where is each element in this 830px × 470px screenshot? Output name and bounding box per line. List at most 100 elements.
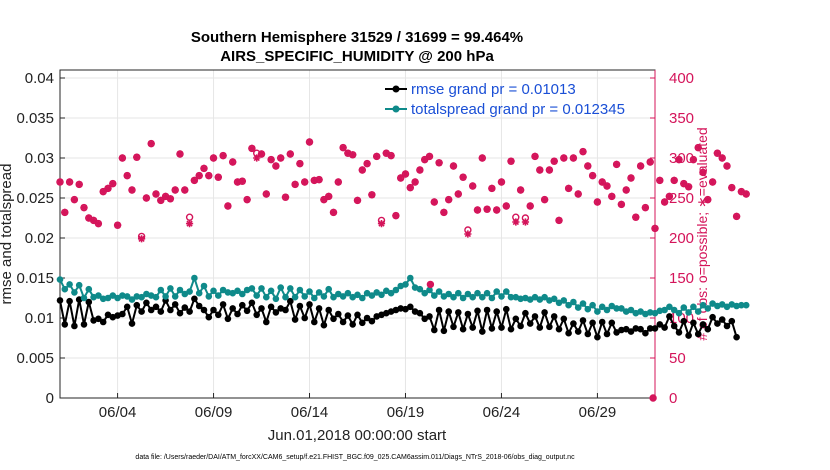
obs-evaluated-point [296,160,304,168]
series-point [152,293,160,301]
series-point [71,322,78,330]
obs-evaluated-point [358,166,366,174]
series-rmse [56,295,740,341]
obs-evaluated-point [325,192,333,200]
series-point [522,309,529,317]
series-point [325,306,333,314]
series-point [603,330,611,338]
obs-evaluated-point [411,178,419,186]
obs-evaluated-point [613,160,621,168]
series-point [675,329,683,336]
series-point [733,333,740,341]
series-point [359,294,366,302]
series-point [603,306,611,314]
series-point [714,320,721,327]
left-axis-label: rmse and totalspread [0,164,15,305]
obs-evaluated-point [377,220,386,228]
series-point [267,303,275,311]
series-point [421,289,429,297]
series-point [378,291,385,299]
series-point [718,316,726,323]
left-tick-label: 0.03 [25,150,54,167]
series-point [550,313,558,320]
obs-evaluated-point [56,178,64,186]
series-point [224,315,232,323]
obs-evaluated-point [469,182,477,190]
obs-evaluated-point [718,154,726,162]
obs-evaluated-point [99,188,107,196]
obs-evaluated-point [387,152,395,160]
obs-evaluated-point [147,140,155,148]
right-tick-label: 200 [669,230,694,247]
series-point [445,308,453,315]
obs-evaluated-point [329,208,338,216]
obs-evaluated-point [214,173,222,181]
obs-evaluated-point [656,176,664,184]
obs-evaluated-point [637,162,645,170]
obs-evaluated-point [579,148,587,156]
series-point [195,289,203,297]
obs-evaluated-point [209,154,218,162]
obs-evaluated-point [473,206,482,214]
series-point [742,301,750,309]
series-point [479,293,486,301]
series-point [536,324,544,331]
series-point [680,304,688,311]
obs-evaluated-point [224,202,232,210]
series-point [574,328,582,335]
series-point [479,328,486,335]
obs-evaluated-point [684,183,693,191]
obs-evaluated-point [229,158,237,166]
obs-evaluated-point [334,178,342,186]
obs-evaluated-point [349,151,357,159]
right-tick-label: 0 [669,390,677,407]
series-point [200,282,208,290]
obs-evaluated-point [243,196,251,204]
series-point [210,306,217,314]
obs-evaluated-point [382,149,390,157]
series-point [215,292,222,299]
series-point [277,284,285,291]
series-point [171,293,179,300]
series-point [584,330,592,338]
obs-evaluated-point [104,184,112,192]
series-point [56,297,64,304]
obs-evaluated-point [392,212,400,220]
series-point [723,322,731,330]
series-point [608,319,616,327]
series-point [171,301,179,308]
data-file-footnote: data file: /Users/raeder/DAI/ATM_forcXX/… [135,454,575,461]
series-point [598,303,606,311]
x-tick-label: 06/04 [99,404,137,421]
series-point [431,326,438,334]
series-point [455,309,462,316]
series-point [474,289,481,297]
obs-evaluated-point [406,184,414,192]
series-point [493,308,501,315]
left-tick-label: 0 [46,390,54,407]
obs-evaluated-point [517,186,525,194]
obs-evaluated-point [737,188,745,196]
series-point [80,294,88,302]
series-point [704,325,712,333]
obs-evaluated-point [248,144,256,152]
obs-evaluated-point [507,157,515,165]
obs-evaluated-point [89,216,98,224]
series-point [219,301,227,308]
series-point [253,292,260,299]
series-point [450,293,457,301]
obs-evaluated-point [708,178,717,186]
obs-evaluated-point [85,214,93,222]
obs-evaluated-point [363,160,371,168]
series-layer [56,138,750,402]
obs-evaluated-point [497,178,506,186]
obs-evaluated-point [353,196,362,204]
obs-evaluated-point [665,192,673,200]
obs-evaluated-point [80,204,88,212]
left-tick-label: 0.035 [16,110,54,127]
x-tick-label: 06/29 [579,404,617,421]
obs-evaluated-point [219,152,227,160]
obs-evaluated-point [622,186,630,194]
obs-evaluated-point [704,196,712,204]
